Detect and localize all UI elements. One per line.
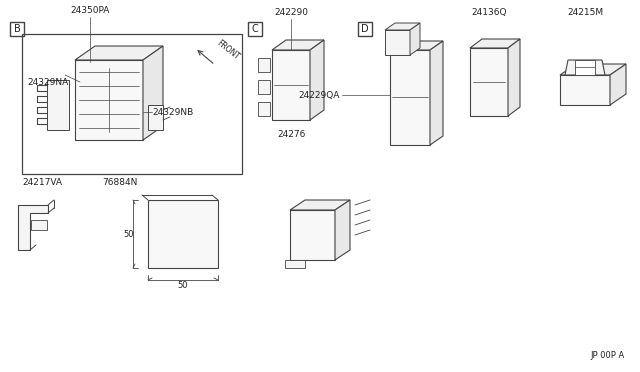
Bar (22, 34, 242, 174)
Bar (575, 60, 595, 75)
Bar (560, 75, 610, 105)
Polygon shape (310, 40, 324, 120)
Text: 24329NA: 24329NA (27, 77, 68, 87)
Text: C: C (252, 24, 259, 34)
Text: 24276: 24276 (277, 130, 305, 139)
Polygon shape (560, 64, 626, 75)
Polygon shape (610, 64, 626, 105)
Text: 24136Q: 24136Q (471, 8, 507, 17)
Polygon shape (508, 39, 520, 116)
Text: D: D (361, 24, 369, 34)
Polygon shape (385, 23, 420, 30)
Text: 242290: 242290 (274, 8, 308, 17)
Bar (47, 80, 69, 130)
Text: JP 00P A: JP 00P A (591, 351, 625, 360)
Bar (272, 50, 310, 120)
Bar (75, 60, 143, 140)
Bar (258, 58, 270, 72)
Bar (31, 220, 47, 230)
Bar (10, 22, 24, 36)
Text: 24217VA: 24217VA (22, 178, 62, 187)
Text: 24350PA: 24350PA (70, 6, 109, 15)
Bar (248, 22, 262, 36)
Polygon shape (430, 41, 443, 145)
Bar (470, 48, 508, 116)
Text: 24229QA: 24229QA (299, 90, 340, 99)
Bar (148, 105, 163, 130)
Bar (258, 80, 270, 94)
Polygon shape (335, 200, 350, 260)
Text: B: B (13, 24, 20, 34)
Polygon shape (470, 39, 520, 48)
Polygon shape (565, 60, 605, 75)
Text: FRONT: FRONT (215, 38, 241, 61)
Polygon shape (390, 41, 443, 50)
Polygon shape (290, 200, 350, 210)
Bar (258, 102, 270, 116)
Text: 24215M: 24215M (567, 8, 603, 17)
Text: 76884N: 76884N (102, 178, 138, 187)
Polygon shape (410, 23, 420, 55)
Polygon shape (18, 205, 48, 250)
Bar (358, 22, 372, 36)
Text: 24329NB: 24329NB (152, 108, 193, 116)
Bar (148, 200, 218, 268)
Text: 50: 50 (124, 230, 134, 238)
Bar (285, 260, 305, 268)
Polygon shape (272, 40, 324, 50)
Bar (390, 50, 430, 145)
Text: 50: 50 (178, 281, 188, 290)
Bar (385, 30, 410, 55)
Polygon shape (143, 46, 163, 140)
Polygon shape (75, 46, 163, 60)
Polygon shape (290, 210, 335, 260)
